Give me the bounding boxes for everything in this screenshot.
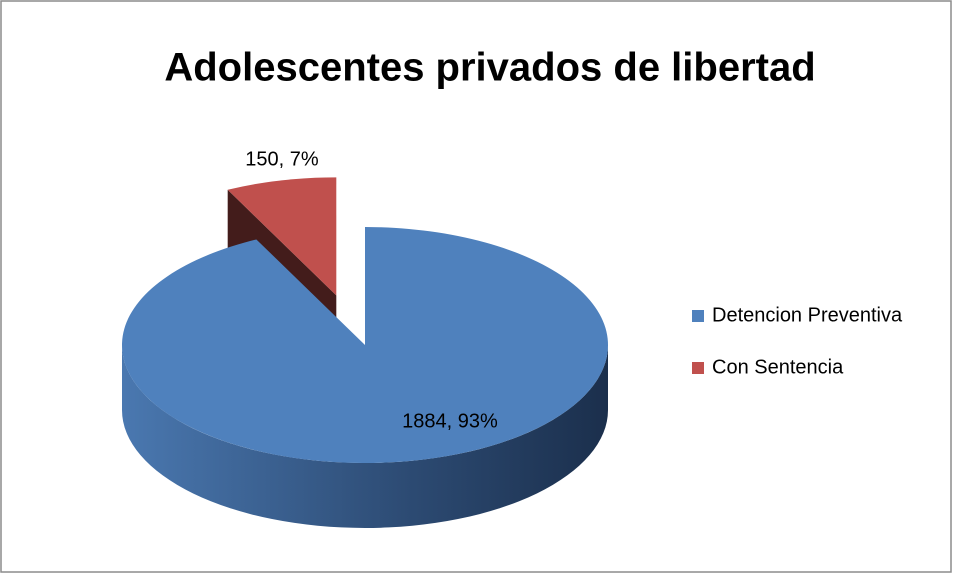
legend: Detencion Preventiva Con Sentencia [692,304,903,378]
chart-title: Adolescentes privados de libertad [164,46,815,90]
data-label: 1884, 93% [402,410,498,432]
data-label: 150, 7% [245,148,319,170]
legend-swatch [692,310,704,322]
slice-side [122,345,608,528]
slice [121,227,609,464]
legend-swatch [692,362,704,374]
slice [227,177,337,296]
legend-label: Con Sentencia [712,356,844,378]
pie: 1884, 93% 150, 7% [121,148,609,528]
legend-label: Detencion Preventiva [712,304,903,326]
